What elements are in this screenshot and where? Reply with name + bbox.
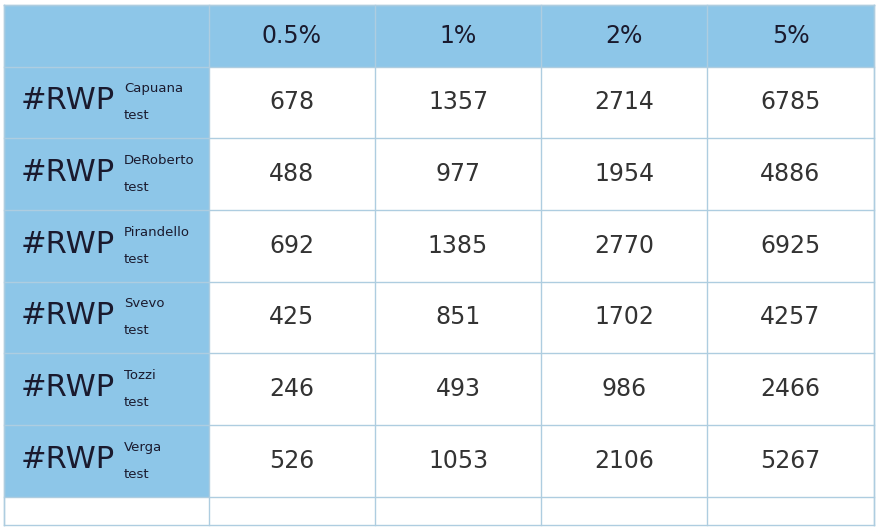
Bar	[707, 67, 873, 138]
Text: 5%: 5%	[771, 24, 809, 48]
Text: 678: 678	[269, 91, 314, 114]
Text: test: test	[124, 252, 149, 266]
Text: 488: 488	[269, 162, 314, 186]
Text: 977: 977	[435, 162, 480, 186]
Text: 4886: 4886	[759, 162, 820, 186]
Text: test: test	[124, 109, 149, 122]
Text: #RWP: #RWP	[20, 373, 114, 402]
Text: Tozzi: Tozzi	[124, 369, 155, 382]
Bar	[540, 210, 707, 281]
Text: test: test	[124, 324, 149, 337]
Bar	[209, 138, 374, 210]
Text: test: test	[124, 181, 149, 194]
Text: 1702: 1702	[594, 305, 653, 330]
Text: 246: 246	[269, 377, 314, 401]
Bar	[209, 5, 374, 67]
Text: 493: 493	[435, 377, 480, 401]
Bar	[4, 425, 209, 497]
Bar	[374, 138, 540, 210]
Text: 1385: 1385	[427, 234, 488, 258]
Bar	[4, 138, 209, 210]
Text: test: test	[124, 396, 149, 409]
Bar	[4, 354, 209, 425]
Text: 4257: 4257	[759, 305, 820, 330]
Bar	[374, 210, 540, 281]
Text: 2714: 2714	[594, 91, 653, 114]
Text: 0.5%: 0.5%	[261, 24, 321, 48]
Bar	[540, 281, 707, 354]
Bar	[707, 354, 873, 425]
Bar	[4, 67, 209, 138]
Bar	[209, 210, 374, 281]
Bar	[707, 281, 873, 354]
Bar	[707, 210, 873, 281]
Text: 692: 692	[269, 234, 314, 258]
Text: 6925: 6925	[759, 234, 820, 258]
Bar	[4, 210, 209, 281]
Bar	[374, 425, 540, 497]
Text: Pirandello: Pirandello	[124, 225, 189, 238]
Bar	[540, 67, 707, 138]
Bar	[540, 425, 707, 497]
Text: Verga: Verga	[124, 440, 162, 454]
Bar	[374, 281, 540, 354]
Text: #RWP: #RWP	[20, 158, 114, 187]
Text: 1%: 1%	[438, 24, 476, 48]
Bar	[707, 5, 873, 67]
Text: 1954: 1954	[594, 162, 653, 186]
Text: 1053: 1053	[427, 449, 488, 473]
Bar	[540, 354, 707, 425]
Text: 2770: 2770	[594, 234, 653, 258]
Text: DeRoberto: DeRoberto	[124, 154, 194, 167]
Text: #RWP: #RWP	[20, 229, 114, 259]
Text: 425: 425	[269, 305, 314, 330]
Text: #RWP: #RWP	[20, 445, 114, 474]
Bar	[540, 5, 707, 67]
Bar	[374, 5, 540, 67]
Text: 6785: 6785	[759, 91, 820, 114]
Bar	[4, 281, 209, 354]
Bar	[209, 425, 374, 497]
Bar	[374, 354, 540, 425]
Text: #RWP: #RWP	[20, 302, 114, 330]
Text: 2106: 2106	[594, 449, 653, 473]
Bar	[209, 354, 374, 425]
Text: Capuana: Capuana	[124, 82, 182, 95]
Text: #RWP: #RWP	[20, 86, 114, 116]
Text: test: test	[124, 467, 149, 481]
Text: 2%: 2%	[605, 24, 642, 48]
Text: Svevo: Svevo	[124, 297, 164, 310]
Text: 1357: 1357	[427, 91, 488, 114]
Bar	[540, 138, 707, 210]
Bar	[374, 67, 540, 138]
Bar	[209, 67, 374, 138]
Bar	[4, 5, 209, 67]
Bar	[707, 138, 873, 210]
Text: 851: 851	[435, 305, 480, 330]
Bar	[209, 281, 374, 354]
Text: 2466: 2466	[759, 377, 819, 401]
Text: 526: 526	[269, 449, 314, 473]
Bar	[707, 425, 873, 497]
Text: 5267: 5267	[759, 449, 820, 473]
Text: 986: 986	[601, 377, 646, 401]
